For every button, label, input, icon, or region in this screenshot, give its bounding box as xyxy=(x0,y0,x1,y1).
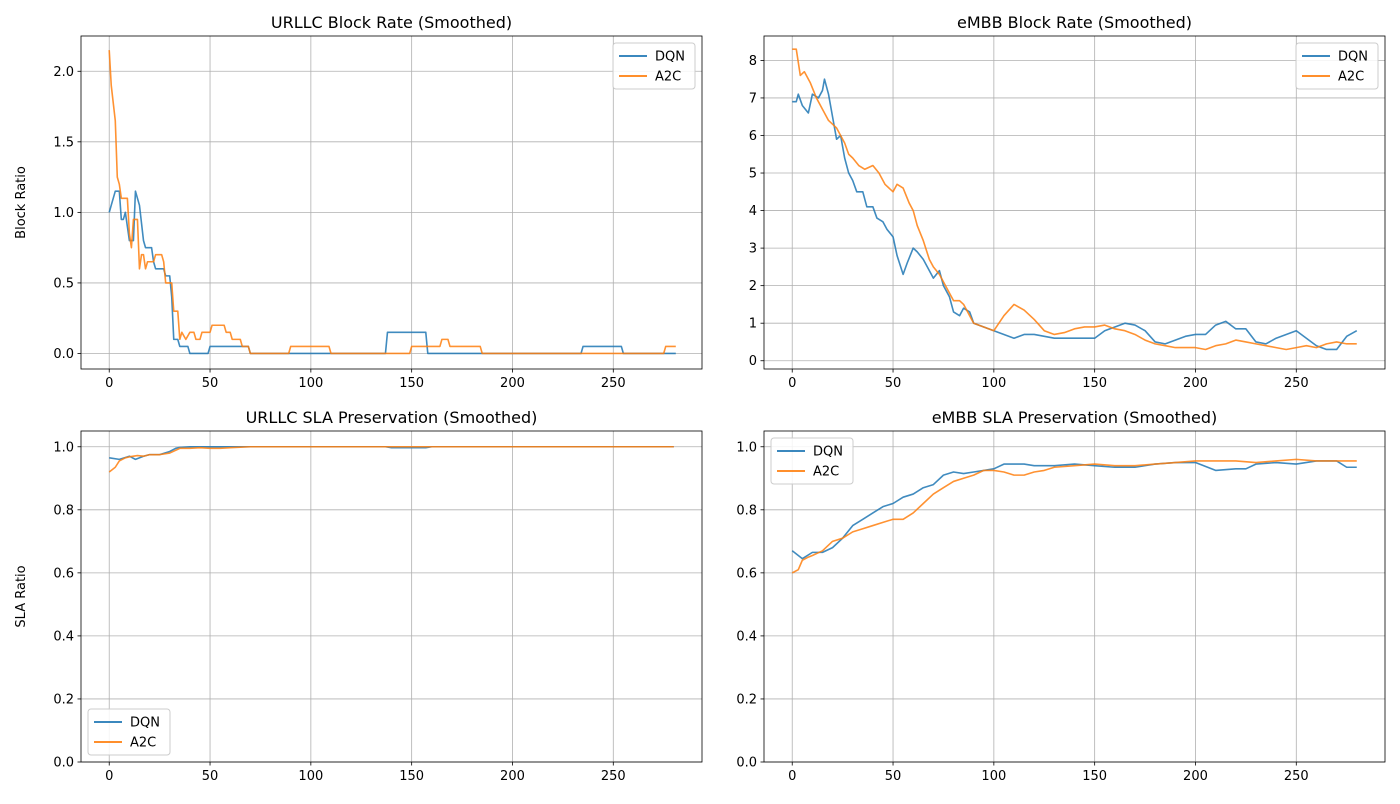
x-tick-label: 100 xyxy=(981,376,1006,391)
legend-label-a2c: A2C xyxy=(130,736,156,751)
x-tick-label: 150 xyxy=(399,769,424,784)
x-tick-label: 150 xyxy=(399,376,424,391)
legend-box xyxy=(1295,42,1379,90)
y-tick-label: 1 xyxy=(749,317,757,332)
plot-frame xyxy=(763,430,1386,763)
x-tick-label: 150 xyxy=(1082,376,1107,391)
x-tick-label: 0 xyxy=(788,769,796,784)
series-line-a2c xyxy=(108,445,674,473)
chart-title: URLLC Block Rate (Smoothed) xyxy=(271,13,512,32)
y-tick-label: 4 xyxy=(749,204,757,219)
chart-title: URLLC SLA Preservation (Smoothed) xyxy=(246,408,538,427)
x-tick-label: 0 xyxy=(788,376,796,391)
y-tick-label: 0.4 xyxy=(736,629,757,644)
y-tick-label: 1.0 xyxy=(53,440,74,455)
legend-label-a2c: A2C xyxy=(813,465,839,480)
x-tick-label: 200 xyxy=(1183,376,1208,391)
legend-label-a2c: A2C xyxy=(1338,70,1364,85)
y-tick-label: 0.8 xyxy=(736,503,757,518)
x-tick-label: 50 xyxy=(202,376,219,391)
legend-box xyxy=(87,708,171,756)
x-tick-label: 250 xyxy=(1284,376,1309,391)
y-tick-label: 0.0 xyxy=(53,347,74,362)
x-tick-label: 200 xyxy=(500,769,525,784)
y-tick-label: 5 xyxy=(749,167,757,182)
y-tick-label: 0.0 xyxy=(53,756,74,771)
x-tick-label: 100 xyxy=(981,769,1006,784)
legend: DQN A2C xyxy=(770,437,854,485)
plot-frame xyxy=(763,35,1386,370)
y-tick-label: 0.8 xyxy=(53,503,74,518)
legend: DQN A2C xyxy=(1295,42,1379,90)
x-tick-label: 250 xyxy=(601,376,626,391)
series-line-a2c xyxy=(791,458,1357,574)
y-tick-label: 2 xyxy=(749,279,757,294)
x-tick-label: 250 xyxy=(1284,769,1309,784)
x-tick-label: 150 xyxy=(1082,769,1107,784)
plot-frame xyxy=(80,430,703,763)
y-tick-label: 2.0 xyxy=(53,65,74,80)
y-tick-label: 1.0 xyxy=(736,440,757,455)
legend-label-dqn: DQN xyxy=(130,716,160,731)
chart-panel-2: 0 50 100 150 200 250 0 1 2 3 4 5 6 7 8 eMBB Block Rate … xyxy=(749,13,1386,391)
x-tick-label: 200 xyxy=(500,376,525,391)
y-tick-label: 0.0 xyxy=(736,756,757,771)
y-axis-label: Block Ratio xyxy=(14,166,29,239)
x-tick-label: 200 xyxy=(1183,769,1208,784)
series-line-dqn xyxy=(791,460,1357,560)
series-line-a2c xyxy=(108,50,676,355)
y-tick-label: 0.2 xyxy=(736,692,757,707)
x-tick-label: 0 xyxy=(105,376,113,391)
chart-panel-1: 0 50 100 150 200 250 0.0 0.5 1.0 1.5 2.0 URLLC Bloc… xyxy=(14,13,703,391)
chart-panel-3: 0 50 100 150 200 250 0.0 0.2 0.4 0.6 0.8 1.0 URLLC S… xyxy=(14,408,703,784)
chart-panel-4: 0 50 100 150 200 250 0.0 0.2 0.4 0.6 0.8 1.0 eMBB SL… xyxy=(736,408,1386,784)
y-tick-label: 6 xyxy=(749,129,757,144)
y-tick-label: 1.5 xyxy=(53,135,74,150)
series-line-dqn xyxy=(108,190,676,355)
grid xyxy=(764,36,1385,369)
plot-frame xyxy=(80,35,703,370)
y-tick-label: 7 xyxy=(749,91,757,106)
series-line-dqn xyxy=(792,78,1358,351)
legend-label-dqn: DQN xyxy=(1338,50,1368,65)
x-tick-label: 50 xyxy=(202,769,219,784)
grid xyxy=(81,431,702,763)
y-tick-label: 8 xyxy=(749,54,757,69)
y-tick-label: 0.6 xyxy=(53,566,74,581)
x-tick-label: 50 xyxy=(885,376,902,391)
chart-title: eMBB SLA Preservation (Smoothed) xyxy=(932,408,1218,427)
y-tick-label: 0 xyxy=(749,354,757,369)
y-tick-label: 0.4 xyxy=(53,629,74,644)
legend-box xyxy=(612,42,696,90)
legend-label-a2c: A2C xyxy=(655,70,681,85)
x-tick-label: 100 xyxy=(298,769,323,784)
legend-label-dqn: DQN xyxy=(655,50,685,65)
x-tick-label: 100 xyxy=(298,376,323,391)
legend: DQN A2C xyxy=(87,708,171,756)
x-tick-label: 50 xyxy=(885,769,902,784)
y-tick-label: 0.2 xyxy=(53,692,74,707)
grid xyxy=(81,36,702,369)
y-tick-label: 0.6 xyxy=(736,566,757,581)
y-tick-label: 3 xyxy=(749,242,757,257)
x-tick-label: 0 xyxy=(105,769,113,784)
legend-box xyxy=(770,437,854,485)
y-axis-label: SLA Ratio xyxy=(14,565,29,627)
series-line-a2c xyxy=(792,48,1357,351)
x-tick-label: 250 xyxy=(601,769,626,784)
legend-label-dqn: DQN xyxy=(813,445,843,460)
legend: DQN A2C xyxy=(612,42,696,90)
y-tick-label: 1.0 xyxy=(53,206,74,221)
chart-title: eMBB Block Rate (Smoothed) xyxy=(957,13,1192,32)
grid xyxy=(764,431,1385,763)
y-tick-label: 0.5 xyxy=(53,276,74,291)
